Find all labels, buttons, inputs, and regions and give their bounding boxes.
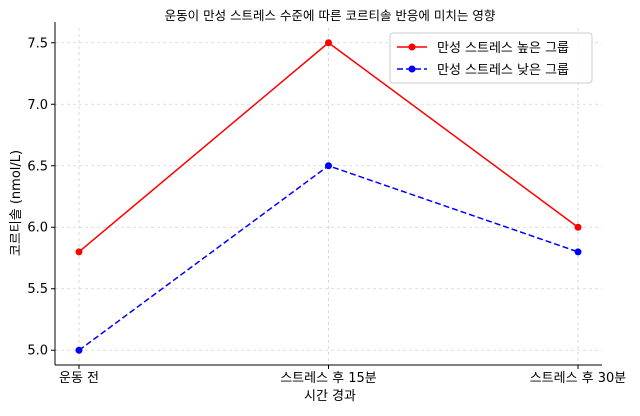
- data-point-0-1: [325, 39, 332, 47]
- y-tick-label: 7.5: [27, 36, 48, 51]
- legend-label-low: 만성 스트레스 낮은 그룹: [437, 63, 569, 78]
- series-lines: [75, 39, 582, 354]
- x-axis-label: 시간 경과: [304, 389, 356, 404]
- axes: [51, 22, 602, 369]
- y-tick-label: 5.5: [27, 282, 48, 297]
- legend-marker-low: [408, 65, 416, 73]
- data-point-0-0: [75, 248, 83, 256]
- legend-marker-high: [408, 43, 416, 51]
- x-tick-label: 스트레스 후 30분: [530, 371, 627, 386]
- chart-title: 운동이 만성 스트레스 수준에 따른 코르티솔 반응에 미치는 영향: [165, 8, 496, 23]
- y-tick-label: 6.5: [27, 159, 48, 174]
- grid: [55, 28, 602, 365]
- tick-labels: 5.0 5.5 6.0 6.5 7.0 7.5 운동 전 스트레스 후 15분 스트레스 후 3…: [27, 36, 626, 386]
- data-point-0-2: [574, 223, 582, 231]
- legend-box: [389, 32, 593, 84]
- y-tick-label: 5.0: [27, 344, 48, 359]
- legend: 만성 스트레스 높은 그룹 만성 스트레스 낮은 그룹: [389, 32, 593, 84]
- legend-label-high: 만성 스트레스 높은 그룹: [437, 41, 569, 56]
- y-tick-label: 7.0: [27, 98, 48, 113]
- data-point-1-0: [75, 346, 83, 354]
- y-axis-label: 코르티솔 (nmol/L): [9, 150, 24, 256]
- data-point-1-1: [325, 162, 332, 170]
- x-tick-label: 스트레스 후 15분: [280, 371, 377, 386]
- y-tick-label: 6.0: [27, 221, 48, 236]
- x-tick-label: 운동 전: [59, 371, 99, 386]
- data-point-1-2: [574, 248, 582, 256]
